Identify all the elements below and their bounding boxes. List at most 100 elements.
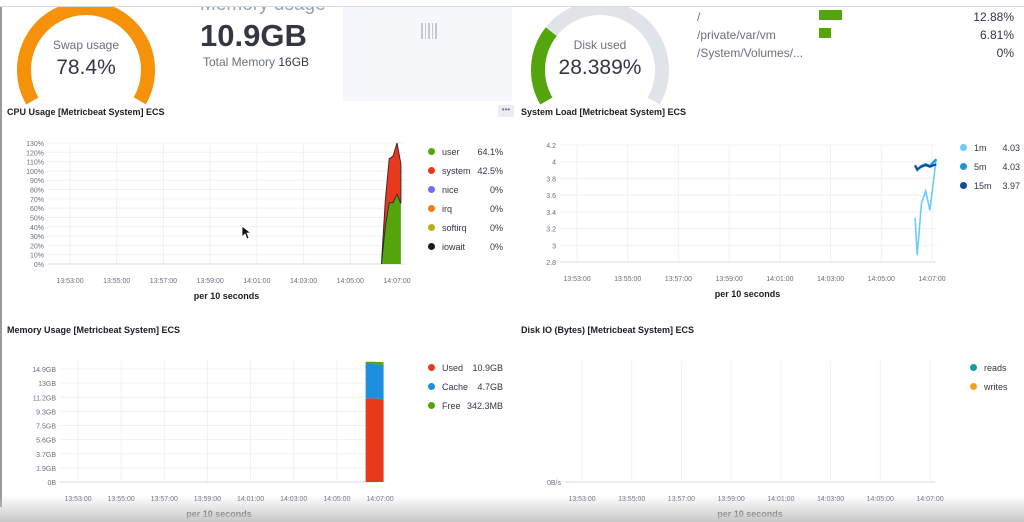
disk-usage-bar — [819, 28, 831, 38]
x-tick-label: 13:53:00 — [563, 276, 590, 283]
x-tick-label: 14:07:00 — [383, 278, 410, 285]
legend-item[interactable]: 5m 4.03 — [960, 157, 1020, 176]
y-tick-label: 3.2 — [546, 227, 556, 234]
y-tick-label: 60% — [30, 206, 44, 213]
legend-name: softirq — [442, 222, 467, 233]
x-tick-label: 13:59:00 — [718, 496, 745, 503]
y-tick-label: 30% — [30, 234, 44, 241]
legend-name: reads — [984, 362, 1007, 373]
y-tick-label: 50% — [30, 215, 44, 222]
swap-gauge-arc — [17, 1, 155, 105]
swap-label: Swap usage — [52, 38, 120, 52]
legend-value: 0% — [489, 222, 503, 233]
legend-name: Free — [442, 400, 461, 411]
legend-item[interactable]: Free 342.3MB — [428, 396, 503, 415]
y-tick-label: 20% — [30, 243, 44, 250]
legend-dot-icon — [970, 364, 977, 371]
legend-item[interactable]: system 42.5% — [428, 161, 503, 180]
legend-dot-icon — [428, 186, 435, 193]
options-icon[interactable]: ••• — [498, 105, 514, 117]
legend-value: 0% — [489, 241, 503, 252]
legend-value: 4.03 — [1002, 161, 1020, 172]
legend-item[interactable]: irq 0% — [428, 199, 503, 218]
legend-dot-icon — [428, 148, 435, 155]
y-tick-label: 7.5GB — [36, 424, 56, 431]
x-tick-label: 14:05:00 — [337, 278, 364, 285]
disk-mount-label: /private/var/vm — [697, 28, 776, 42]
x-tick-label: 14:07:00 — [918, 276, 945, 283]
diskio-panel-title: Disk IO (Bytes) [Metricbeat System] ECS — [521, 325, 695, 335]
y-tick-label: 100% — [26, 169, 44, 176]
legend-item[interactable]: reads — [970, 358, 1010, 377]
x-tick-label: 14:01:00 — [767, 496, 794, 503]
y-tick-label: 70% — [30, 197, 44, 204]
memory-total-value: 16GB — [278, 55, 310, 69]
legend-item[interactable]: 1m 4.03 — [960, 138, 1020, 157]
x-tick-label: 13:57:00 — [150, 278, 177, 285]
line-15m — [914, 163, 937, 171]
x-tick-label: 14:03:00 — [817, 276, 844, 283]
legend-value: 0% — [489, 203, 503, 214]
legend-name: Used — [442, 362, 464, 373]
y-tick-label: 80% — [30, 188, 44, 195]
legend-name: user — [442, 146, 460, 157]
y-tick-label: 3.6 — [546, 193, 556, 200]
area-Used — [365, 398, 384, 482]
legend-value: 3.97 — [1002, 180, 1020, 191]
legend-name: irq — [442, 203, 453, 214]
x-tick-label: 14:05:00 — [868, 276, 895, 283]
legend-name: system — [442, 165, 471, 176]
memory-value: 10.9GB — [200, 18, 307, 53]
line-1m — [914, 159, 938, 256]
legend-item[interactable]: Cache 4.7GB — [428, 377, 503, 396]
x-tick-label: 14:03:00 — [280, 496, 307, 503]
legend-item[interactable]: Used 10.9GB — [428, 358, 503, 377]
disk-pct: 6.81% — [979, 28, 1014, 42]
top-toolbar — [0, 0, 1024, 7]
cpu-panel-title: CPU Usage [Metricbeat System] ECS — [7, 107, 165, 117]
x-tick-label: 14:05:00 — [323, 496, 350, 503]
x-axis-label: per 10 seconds — [717, 509, 783, 519]
legend-value: 64.1% — [477, 146, 503, 157]
legend-item[interactable]: iowait 0% — [428, 237, 503, 256]
y-tick-label: 130% — [26, 141, 44, 148]
legend-name: nice — [442, 184, 459, 195]
disk-usage-bar — [819, 10, 842, 20]
legend-item[interactable]: nice 0% — [428, 180, 503, 199]
x-axis-label: per 10 seconds — [194, 291, 260, 301]
y-tick-label: 13GB — [38, 381, 56, 388]
x-tick-label: 14:01:00 — [243, 278, 270, 285]
legend-dot-icon — [428, 364, 435, 371]
area-user — [381, 194, 401, 264]
y-tick-label: 10% — [30, 253, 44, 260]
x-tick-label: 13:59:00 — [194, 496, 221, 503]
y-tick-label: 0B — [47, 480, 56, 487]
legend-item[interactable]: writes — [970, 377, 1010, 396]
x-tick-label: 14:05:00 — [867, 496, 894, 503]
x-tick-label: 13:59:00 — [197, 278, 224, 285]
legend-dot-icon — [428, 224, 435, 231]
load-panel-title: System Load [Metricbeat System] ECS — [521, 107, 687, 117]
bars-icon — [421, 23, 437, 39]
swap-value: 78.4% — [56, 56, 116, 79]
x-tick-label: 14:07:00 — [916, 496, 943, 503]
y-tick-label: 3 — [552, 243, 556, 250]
memory-panel-title: Memory Usage [Metricbeat System] ECS — [7, 325, 181, 335]
legend-item[interactable]: softirq 0% — [428, 218, 503, 237]
disk-label: Disk used — [573, 38, 627, 52]
y-tick-label: 1.9GB — [36, 466, 56, 473]
legend-value: 10.9GB — [472, 362, 503, 373]
legend-value: 4.7GB — [477, 381, 503, 392]
disk-mount-label: / — [697, 10, 701, 24]
y-tick-label: 4 — [552, 160, 556, 167]
legend-name: 15m — [974, 180, 992, 191]
window-edge — [0, 7, 2, 507]
legend-dot-icon — [428, 402, 435, 409]
legend-value: 342.3MB — [466, 400, 503, 411]
legend-item[interactable]: 15m 3.97 — [960, 176, 1020, 195]
legend-dot-icon — [970, 383, 977, 390]
y-tick-label: 3.4 — [546, 210, 556, 217]
legend-item[interactable]: user 64.1% — [428, 142, 503, 161]
x-tick-label: 13:55:00 — [103, 278, 130, 285]
